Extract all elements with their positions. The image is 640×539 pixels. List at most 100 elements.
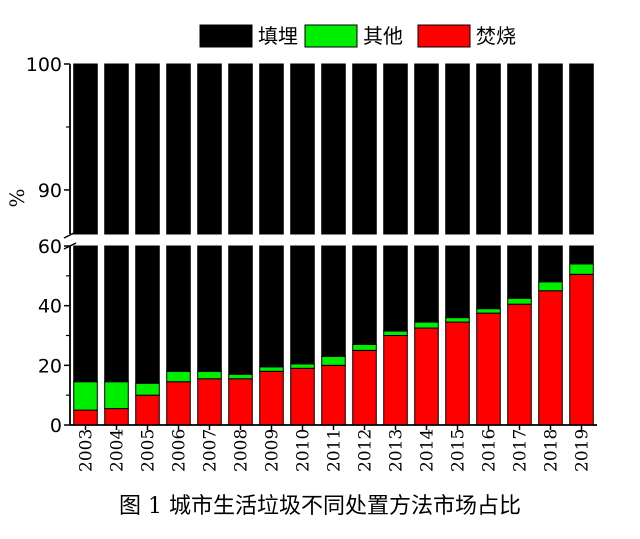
bar-2007-填埋	[197, 245, 222, 372]
bar-upper-2016-填埋	[476, 63, 501, 235]
bar-2017-焚烧	[507, 303, 532, 426]
bar-2005-填埋	[135, 245, 160, 384]
y-tick-label: 100	[26, 54, 62, 76]
bar-2004-填埋	[104, 245, 129, 383]
bar-2016-填埋	[476, 245, 501, 310]
bar-2004-焚烧	[104, 408, 129, 426]
bar-2013-填埋	[383, 245, 408, 332]
bar-2008-其他	[228, 373, 253, 380]
bar-upper-2018-填埋	[538, 63, 563, 235]
bar-2005-焚烧	[135, 394, 160, 426]
bar-2013-焚烧	[383, 335, 408, 426]
bar-2015-填埋	[445, 245, 470, 319]
y-tick-label: 90	[38, 180, 62, 202]
bar-2018-焚烧	[538, 290, 563, 426]
bar-2011-焚烧	[321, 364, 346, 426]
bar-upper-2015-填埋	[445, 63, 470, 235]
bar-2019-填埋	[569, 245, 594, 265]
bar-2009-焚烧	[259, 370, 284, 426]
bar-2015-其他	[445, 317, 470, 323]
bar-2011-填埋	[321, 245, 346, 357]
bar-2016-其他	[476, 308, 501, 314]
bar-2003-填埋	[73, 245, 98, 383]
x-tick-label: 2015	[449, 429, 469, 472]
bar-2006-焚烧	[166, 381, 191, 426]
legend-label: 其他	[363, 24, 403, 48]
bar-2012-焚烧	[352, 349, 377, 426]
bar-2019-其他	[569, 263, 594, 275]
legend-swatch	[304, 24, 358, 48]
bar-2007-焚烧	[197, 378, 222, 426]
bar-2010-焚烧	[290, 367, 315, 426]
y-tick-label: 40	[38, 296, 62, 318]
bar-2003-焚烧	[73, 409, 98, 426]
bar-upper-2012-填埋	[352, 63, 377, 235]
x-tick-label: 2004	[108, 429, 128, 472]
x-tick-label: 2017	[511, 429, 531, 472]
y-tick-label: 60	[38, 236, 62, 258]
x-tick-label: 2010	[294, 429, 314, 472]
bar-2011-其他	[321, 355, 346, 366]
bar-upper-2010-填埋	[290, 63, 315, 235]
bar-2018-其他	[538, 281, 563, 292]
bar-2014-填埋	[414, 245, 439, 323]
bar-2005-其他	[135, 382, 160, 396]
bar-2007-其他	[197, 370, 222, 380]
x-tick-label: 2019	[573, 429, 593, 472]
x-tick-label: 2013	[387, 429, 407, 472]
x-tick-label: 2016	[480, 429, 500, 472]
bar-2012-其他	[352, 343, 377, 351]
bar-2015-焚烧	[445, 321, 470, 426]
bar-upper-2011-填埋	[321, 63, 346, 235]
x-tick-label: 2007	[201, 429, 221, 472]
x-tick-label: 2018	[542, 429, 562, 472]
x-tick-label: 2008	[232, 429, 252, 472]
y-axis-label: %	[5, 188, 29, 207]
bar-2008-填埋	[228, 245, 253, 375]
bar-2010-其他	[290, 363, 315, 369]
x-tick-label: 2006	[170, 429, 190, 472]
bar-2009-填埋	[259, 245, 284, 368]
bar-upper-2008-填埋	[228, 63, 253, 235]
bar-upper-2003-填埋	[73, 63, 98, 235]
bar-2008-焚烧	[228, 378, 253, 426]
x-tick-label: 2012	[356, 429, 376, 472]
y-tick-label: 20	[38, 355, 62, 377]
bar-2013-其他	[383, 330, 408, 336]
bar-2009-其他	[259, 366, 284, 372]
legend-swatch	[417, 24, 471, 48]
bar-2010-填埋	[290, 245, 315, 365]
bar-upper-2014-填埋	[414, 63, 439, 235]
bar-upper-2005-填埋	[135, 63, 160, 235]
bar-2018-填埋	[538, 245, 563, 283]
bar-upper-2019-填埋	[569, 63, 594, 235]
bar-upper-2013-填埋	[383, 63, 408, 235]
x-tick-label: 2009	[263, 429, 283, 472]
bar-2006-填埋	[166, 245, 191, 372]
axis-break-mark	[63, 231, 77, 239]
bar-2014-其他	[414, 321, 439, 329]
bar-2003-其他	[73, 381, 98, 411]
bar-upper-2009-填埋	[259, 63, 284, 235]
legend-swatch	[199, 24, 253, 48]
bar-2004-其他	[104, 381, 129, 410]
bar-2019-焚烧	[569, 273, 594, 426]
bar-upper-2006-填埋	[166, 63, 191, 235]
bar-2014-焚烧	[414, 327, 439, 426]
legend-label: 填埋	[258, 24, 298, 48]
bar-upper-2004-填埋	[104, 63, 129, 235]
bar-2012-填埋	[352, 245, 377, 345]
bar-2017-填埋	[507, 245, 532, 299]
x-tick-label: 2011	[325, 429, 345, 472]
x-tick-label: 2014	[418, 429, 438, 472]
bar-2017-其他	[507, 297, 532, 305]
bar-upper-2007-填埋	[197, 63, 222, 235]
stacked-bar-chart: 2003 2004 2005 2006 2007 2008 2009 2010 2011 2012…	[5, 24, 597, 472]
bar-upper-2017-填埋	[507, 63, 532, 235]
legend-label: 焚烧	[476, 24, 516, 48]
y-tick-label: 0	[50, 415, 62, 437]
figure-caption: 图 1 城市生活垃圾不同处置方法市场占比	[119, 494, 521, 519]
bar-2006-其他	[166, 370, 191, 383]
x-tick-label: 2005	[139, 429, 159, 472]
bar-2016-焚烧	[476, 312, 501, 426]
